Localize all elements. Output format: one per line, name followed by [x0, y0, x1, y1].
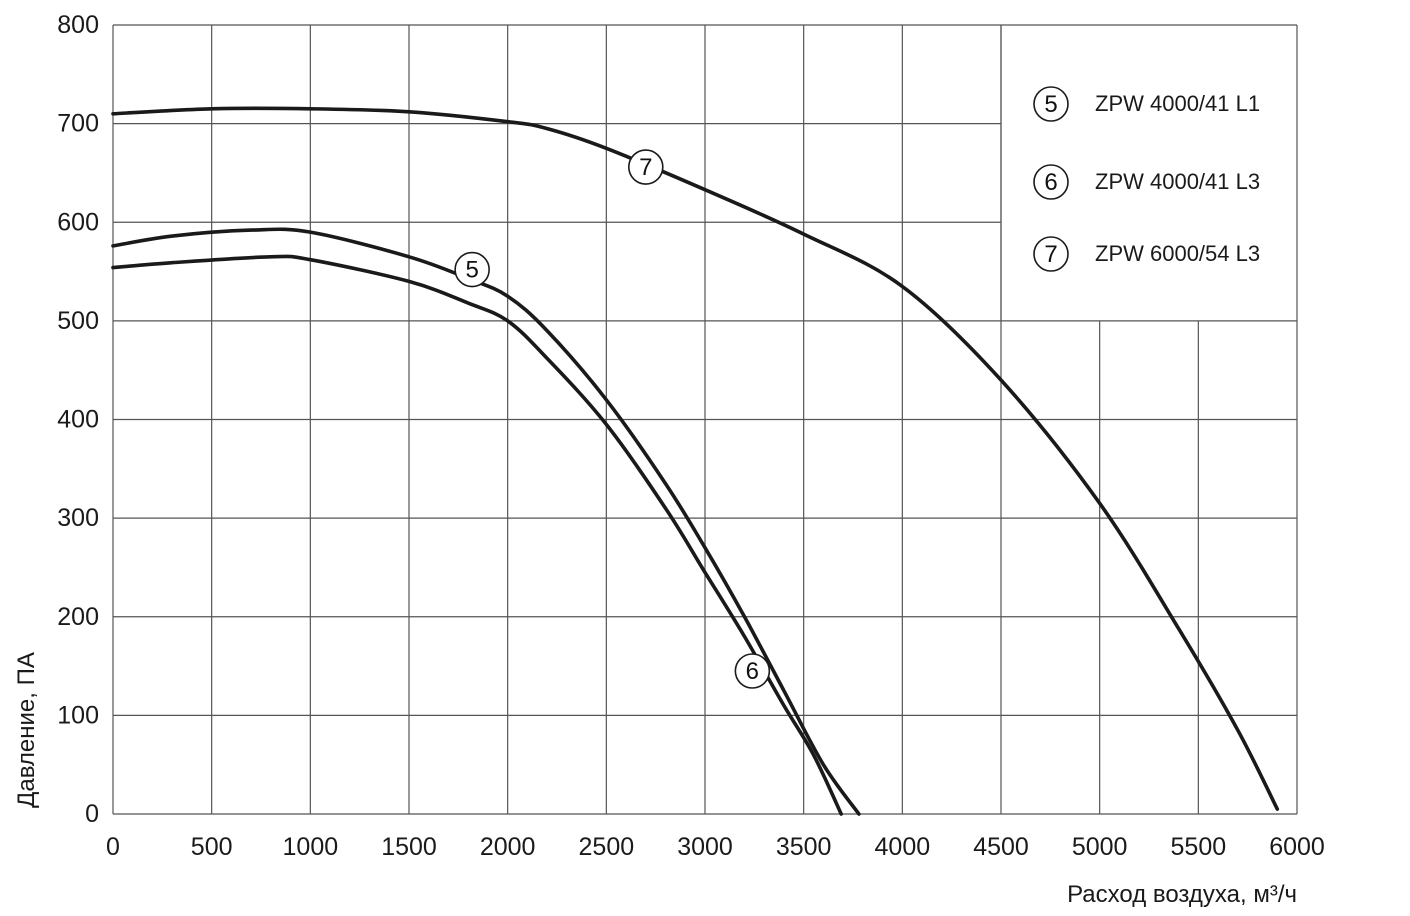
legend-entry-label: ZPW 4000/41 L3 [1095, 169, 1260, 194]
curve-marker-label: 5 [465, 257, 478, 284]
y-tick-label: 300 [57, 504, 99, 532]
legend-marker-circle [1033, 236, 1069, 272]
x-tick-label: 2500 [579, 833, 635, 861]
y-tick-label: 100 [57, 701, 99, 729]
x-tick-label: 2000 [480, 833, 536, 861]
y-tick-label: 400 [57, 406, 99, 434]
curve-6 [111, 254, 843, 816]
y-tick-label: 800 [57, 11, 99, 39]
legend-marker-label: 6 [1044, 169, 1057, 196]
tick-labels: 0 500 1000 1500 2000 2500 3000 3500 4000 4500 5000… [57, 11, 1325, 861]
grid-lines [112, 24, 1298, 815]
x-tick-label: 0 [106, 833, 120, 861]
legend-entry-label: ZPW 4000/41 L1 [1095, 91, 1260, 116]
curve-marker-circle [454, 251, 490, 288]
x-tick-label: 5000 [1072, 833, 1128, 861]
curve-marker-circle [734, 653, 771, 689]
y-axis-label: Давление, ПА [13, 652, 40, 808]
x-tick-label: 1500 [381, 833, 437, 861]
x-tick-label: 3500 [776, 833, 832, 861]
x-tick-label: 6000 [1269, 833, 1325, 861]
legend-entry-label: ZPW 6000/54 L3 [1095, 241, 1260, 266]
curve-marker-label: 7 [639, 154, 652, 181]
curve-5 [111, 227, 861, 816]
y-tick-label: 200 [57, 603, 99, 631]
legend-marker-circle [1033, 86, 1069, 122]
x-tick-label: 1000 [283, 833, 339, 861]
y-tick-label: 600 [57, 208, 99, 236]
x-tick-label: 5500 [1171, 833, 1227, 861]
x-tick-label: 4500 [973, 833, 1029, 861]
curve-marker-label: 6 [746, 658, 759, 685]
x-tick-label: 500 [191, 833, 233, 861]
legend-marker-circle [1033, 164, 1069, 200]
curve-marker-circle [627, 149, 664, 185]
curves [111, 106, 1280, 816]
y-tick-label: 500 [57, 307, 99, 335]
x-tick-label: 3000 [677, 833, 733, 861]
legend: 5 ZPW 4000/41 L1 6 ZPW 4000/41 L3 7 ZPW 6000/… [1033, 86, 1260, 272]
y-tick-label: 700 [57, 110, 99, 138]
curve-7 [111, 106, 1280, 811]
y-tick-label: 0 [85, 800, 99, 828]
x-axis-label: Расход воздуха, м³/ч [1067, 881, 1297, 908]
legend-marker-label: 5 [1044, 91, 1057, 118]
curve-markers: 5 6 7 [454, 149, 771, 689]
x-tick-label: 4000 [875, 833, 931, 861]
legend-marker-label: 7 [1044, 241, 1057, 268]
